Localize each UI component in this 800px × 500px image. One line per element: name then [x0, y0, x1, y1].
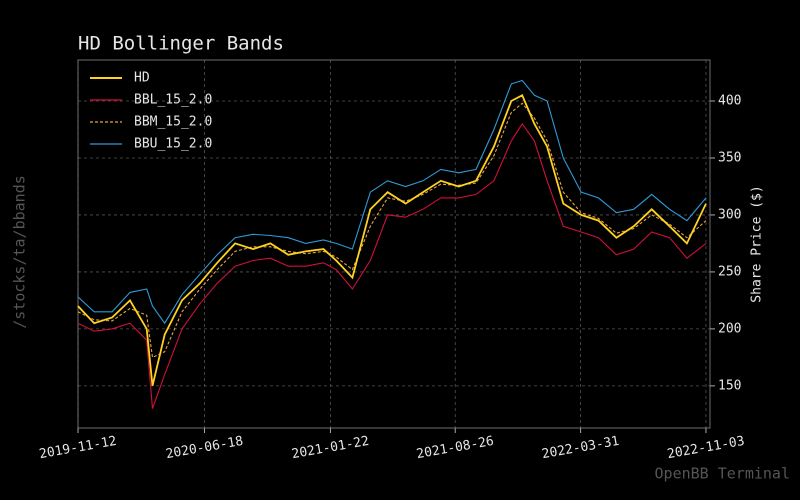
- side-label: /stocks/ta/bbands: [11, 175, 29, 329]
- watermark: OpenBB Terminal: [655, 465, 790, 483]
- legend-label: HD: [134, 71, 150, 86]
- y-axis-label: Share Price ($): [750, 185, 765, 302]
- legend-label: BBU_15_2.0: [134, 137, 212, 152]
- plot-frame: [77, 59, 711, 429]
- series-line: [77, 79, 707, 325]
- y-tick-label: 150: [718, 378, 741, 393]
- y-tick-label: 200: [718, 321, 741, 336]
- series-line: [77, 122, 707, 409]
- legend-label: BBM_15_2.0: [134, 115, 212, 130]
- series-line: [77, 94, 707, 387]
- y-tick-label: 300: [718, 207, 741, 222]
- series-line: [77, 102, 707, 359]
- legend-label: BBL_15_2.0: [134, 93, 212, 108]
- y-tick-label: 400: [718, 94, 741, 109]
- chart-title: HD Bollinger Bands: [78, 33, 284, 55]
- y-tick-label: 250: [718, 264, 741, 279]
- y-tick-label: 350: [718, 150, 741, 165]
